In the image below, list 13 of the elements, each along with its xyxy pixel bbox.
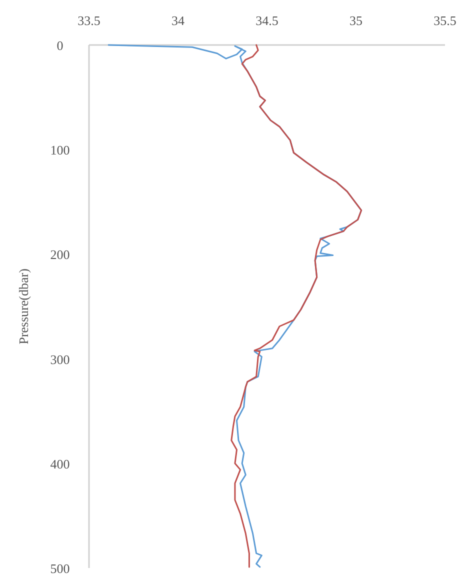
y-tick-label: 100 [50,142,70,158]
x-tick-label: 35 [350,13,362,28]
y-tick-label: 500 [50,561,70,576]
y-tick-label: 400 [50,456,70,472]
line-series [230,44,362,568]
x-tick-label: 33.5 [78,13,100,28]
x-tick-label: 34.5 [256,13,278,28]
x-tick-label: 35.5 [434,13,456,28]
y-tick-label: 0 [56,38,64,53]
y-axis-title: Pressure(dbar) [16,268,31,344]
y-tick-label: 200 [50,247,70,262]
y-tick-label: 300 [50,352,70,367]
x-tick-label: 34 [172,13,185,28]
